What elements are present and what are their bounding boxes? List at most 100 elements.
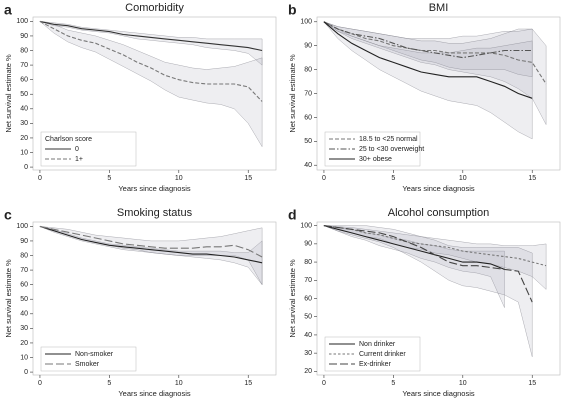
legend-label: Non drinker xyxy=(359,341,396,348)
x-axis-label: Years since diagnosis xyxy=(402,184,475,193)
survival-line xyxy=(39,225,263,258)
x-tick-label: 5 xyxy=(107,175,111,182)
legend-box xyxy=(324,336,421,372)
y-tick-label: 30 xyxy=(20,120,28,127)
x-tick-label: 15 xyxy=(528,175,536,182)
x-tick-label: 0 xyxy=(38,380,42,387)
y-tick-label: 90 xyxy=(304,43,312,50)
legend-label: Current drinker xyxy=(359,351,406,358)
survival-line xyxy=(323,21,533,59)
survival-line xyxy=(39,225,263,264)
x-tick-label: 5 xyxy=(391,175,395,182)
y-tick-label: 50 xyxy=(304,314,312,321)
y-tick-label: 90 xyxy=(304,241,312,248)
y-tick-label: 90 xyxy=(20,238,28,245)
survival-line xyxy=(39,20,263,52)
y-tick-label: 20 xyxy=(20,135,28,142)
confidence-band xyxy=(39,21,263,66)
confidence-band xyxy=(323,225,533,357)
survival-line xyxy=(323,225,547,267)
panel: d Alcohol consumption Years since diagnosi… xyxy=(288,207,561,398)
x-tick-label: 10 xyxy=(459,380,467,387)
legend-label: 0 xyxy=(75,146,79,153)
y-tick-label: 60 xyxy=(304,114,312,121)
y-tick-label: 90 xyxy=(20,33,28,40)
y-tick-label: 80 xyxy=(304,66,312,73)
panel: c Smoking status Years since diagnosis Net … xyxy=(4,207,277,398)
x-tick-label: 5 xyxy=(107,380,111,387)
x-tick-label: 15 xyxy=(244,380,252,387)
panel-letter: c xyxy=(4,207,12,223)
legend-label: 30+ obese xyxy=(359,156,392,163)
legend-label: 25 to <30 overweight xyxy=(359,146,424,153)
y-tick-label: 20 xyxy=(20,340,28,347)
y-tick-label: 10 xyxy=(20,149,28,156)
survival-line xyxy=(323,225,505,270)
y-tick-label: 80 xyxy=(20,252,28,259)
survival-line xyxy=(39,20,263,102)
confidence-band xyxy=(39,21,263,148)
survival-line xyxy=(323,225,533,303)
legend-label: Ex-drinker xyxy=(359,361,392,368)
y-tick-label: 30 xyxy=(20,325,28,332)
x-axis-label: Years since diagnosis xyxy=(402,389,475,398)
y-tick-label: 30 xyxy=(304,350,312,357)
y-tick-label: 60 xyxy=(304,295,312,302)
x-tick-label: 10 xyxy=(175,380,183,387)
y-tick-label: 100 xyxy=(16,18,28,25)
y-tick-label: 70 xyxy=(20,267,28,274)
y-tick-label: 60 xyxy=(20,282,28,289)
panel-letter: d xyxy=(288,207,297,223)
panel: a Comorbidity Years since diagnosis Net sur… xyxy=(4,2,277,193)
y-tick-label: 100 xyxy=(16,223,28,230)
confidence-band xyxy=(323,21,533,140)
y-tick-label: 20 xyxy=(304,368,312,375)
x-tick-label: 0 xyxy=(38,175,42,182)
y-tick-label: 80 xyxy=(20,47,28,54)
x-tick-label: 10 xyxy=(459,175,467,182)
y-tick-label: 70 xyxy=(20,62,28,69)
y-axis-label: Net survival estimate % xyxy=(288,259,297,338)
panel: b BMI Years since diagnosis Net survival es… xyxy=(288,2,561,193)
y-tick-label: 50 xyxy=(20,296,28,303)
y-tick-label: 70 xyxy=(304,277,312,284)
y-tick-label: 0 xyxy=(24,369,28,376)
y-tick-label: 70 xyxy=(304,90,312,97)
y-axis-label: Net survival estimate % xyxy=(288,54,297,133)
x-tick-label: 0 xyxy=(322,380,326,387)
y-tick-label: 40 xyxy=(20,106,28,113)
legend-label: Smoker xyxy=(75,361,100,368)
legend-label: 18.5 to <25 normal xyxy=(359,136,418,143)
panel-title: Alcohol consumption xyxy=(388,207,490,219)
y-axis-label: Net survival estimate % xyxy=(4,54,13,133)
x-tick-label: 15 xyxy=(528,380,536,387)
y-tick-label: 10 xyxy=(20,354,28,361)
panel-letter: a xyxy=(4,2,12,18)
y-tick-label: 100 xyxy=(300,19,312,26)
y-tick-label: 50 xyxy=(20,91,28,98)
y-tick-label: 40 xyxy=(304,332,312,339)
y-tick-label: 100 xyxy=(300,222,312,229)
panel-title: Smoking status xyxy=(117,207,193,219)
survival-line xyxy=(323,21,533,99)
y-tick-label: 40 xyxy=(20,311,28,318)
legend-label: Non-smoker xyxy=(75,351,114,358)
y-tick-label: 80 xyxy=(304,259,312,266)
legend-title: Charlson score xyxy=(45,136,92,143)
x-tick-label: 15 xyxy=(244,175,252,182)
plot-frame xyxy=(32,16,277,171)
panel-title: Comorbidity xyxy=(125,2,184,14)
plot-frame xyxy=(32,221,277,376)
panel-letter: b xyxy=(288,2,297,18)
x-tick-label: 5 xyxy=(391,380,395,387)
x-tick-label: 0 xyxy=(322,175,326,182)
y-axis-label: Net survival estimate % xyxy=(4,259,13,338)
x-axis-label: Years since diagnosis xyxy=(118,184,191,193)
legend-label: 1+ xyxy=(75,156,83,163)
y-tick-label: 0 xyxy=(24,164,28,171)
y-tick-label: 50 xyxy=(304,138,312,145)
x-axis-label: Years since diagnosis xyxy=(118,389,191,398)
legend-box xyxy=(40,346,137,372)
y-tick-label: 40 xyxy=(304,162,312,169)
